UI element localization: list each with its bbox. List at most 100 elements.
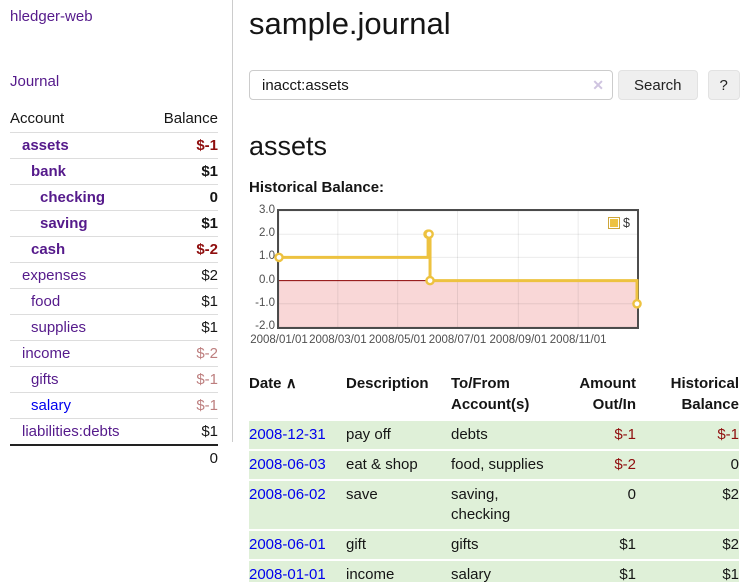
account-balance: $2 (149, 262, 218, 289)
account-link-bank[interactable]: bank (31, 163, 67, 180)
y-axis-tick-label: 3.0 (259, 204, 275, 216)
x-axis-tick-label: 2008/07/01 (428, 334, 487, 346)
chart-y-axis-labels: 3.0 2.0 1.0 0.0 -1.0 -2.0 (249, 204, 275, 332)
x-axis-tick-label: 2008/01/01 (250, 334, 308, 346)
help-button[interactable]: ? (707, 70, 740, 100)
register-header-row: Date ∧ Description To/From Account(s) Am… (249, 371, 739, 420)
y-axis-tick-label: -1.0 (255, 296, 275, 309)
legend-swatch-icon (608, 217, 621, 229)
sort-ascending-icon: ∧ (285, 375, 297, 392)
account-link-saving[interactable]: saving (40, 215, 88, 232)
x-axis-tick-label: 2008/11/01 (549, 334, 607, 346)
account-link-income[interactable]: income (22, 345, 71, 362)
page-title: sample.journal (249, 6, 451, 41)
account-row: cash $-2 (10, 236, 218, 263)
main-content: sample.journal ✕ Search ? assets Histori… (233, 0, 742, 582)
accounts-header-balance: Balance (163, 110, 218, 127)
account-balance: $-2 (149, 236, 218, 263)
register-row: 2008-06-03 eat & shop food, supplies $-2… (249, 449, 739, 480)
transaction-balance: $1 (636, 559, 739, 582)
account-balance: $-1 (149, 392, 218, 419)
app-home-link[interactable]: hledger-web (10, 8, 93, 25)
account-balance: $-2 (149, 340, 218, 367)
transaction-balance: $-1 (636, 419, 739, 450)
accounts-header-account: Account (10, 110, 65, 127)
account-link-assets[interactable]: assets (22, 137, 69, 154)
transaction-date-link[interactable]: 2008-01-01 (249, 566, 326, 582)
transaction-description: save (346, 479, 451, 530)
accounts-header-row: Account Balance (10, 106, 218, 133)
account-balance: $-1 (149, 132, 218, 159)
transaction-amount: $-2 (561, 449, 636, 480)
transaction-amount: $-1 (561, 419, 636, 450)
accounts-total-value: 0 (149, 444, 218, 471)
account-row: food $1 (10, 288, 218, 315)
register-header-date[interactable]: Date ∧ (249, 375, 297, 392)
sidebar-item-journal[interactable]: Journal (10, 73, 60, 90)
x-axis-tick-label: 2008/09/01 (489, 334, 548, 346)
register-row: 2008-12-31 pay off debts $-1 $-1 (249, 419, 739, 450)
chart-x-axis-labels: 2008/01/01 2008/03/01 2008/05/01 2008/07/01… (249, 334, 649, 350)
account-link-salary[interactable]: salary (31, 397, 72, 414)
y-axis-tick-label: 0.0 (259, 273, 275, 286)
y-axis-tick-label: 1.0 (259, 250, 275, 263)
account-row: assets $-1 (10, 132, 218, 159)
x-axis-tick-label: 2008/03/01 (309, 334, 367, 346)
account-row: salary $-1 (10, 392, 218, 419)
account-row: saving $1 (10, 210, 218, 237)
search-form: ✕ Search ? (249, 70, 742, 100)
transaction-account: salary (451, 559, 561, 582)
register-row: 2008-01-01 income salary $1 $1 (249, 559, 739, 582)
register-row: 2008-06-01 gift gifts $1 $2 (249, 529, 739, 560)
y-axis-tick-label: 2.0 (259, 227, 275, 240)
y-axis-tick-label: -2.0 (255, 320, 275, 332)
transaction-date-link[interactable]: 2008-06-02 (249, 486, 326, 503)
transaction-date-link[interactable]: 2008-06-03 (249, 456, 326, 473)
transaction-balance: 0 (636, 449, 739, 480)
chart-canvas (274, 210, 642, 328)
accounts-total-row: 0 (10, 444, 218, 471)
account-link-liabilities-debts[interactable]: liabilities:debts (22, 423, 120, 440)
account-link-supplies[interactable]: supplies (31, 319, 87, 336)
chart-title: Historical Balance: (249, 179, 385, 196)
transaction-description: pay off (346, 419, 451, 450)
legend-label: $ (623, 216, 630, 230)
account-balance: $1 (149, 418, 218, 445)
account-row: expenses $2 (10, 262, 218, 289)
account-link-checking[interactable]: checking (40, 189, 106, 206)
search-button[interactable]: Search (618, 70, 698, 100)
search-input[interactable] (249, 70, 613, 100)
account-row: supplies $1 (10, 314, 218, 341)
account-balance: $1 (149, 210, 218, 237)
chart-plot-area[interactable]: $ (274, 209, 642, 329)
transaction-account: food, supplies (451, 449, 561, 480)
transaction-amount: $1 (561, 529, 636, 560)
accounts-table: Account Balance assets $-1 bank $1 check… (10, 106, 218, 471)
account-row: gifts $-1 (10, 366, 218, 393)
account-row: bank $1 (10, 158, 218, 185)
account-link-food[interactable]: food (31, 293, 61, 310)
sidebar: hledger-web Journal Account Balance asse… (0, 0, 233, 471)
transaction-date-link[interactable]: 2008-06-01 (249, 536, 326, 553)
account-balance: $1 (149, 314, 218, 341)
transaction-description: gift (346, 529, 451, 560)
account-link-gifts[interactable]: gifts (31, 371, 59, 388)
account-balance: $1 (149, 288, 218, 315)
transaction-date-link[interactable]: 2008-12-31 (249, 426, 326, 443)
chart-legend: $ (606, 215, 632, 231)
account-row: checking 0 (10, 184, 218, 211)
clear-search-icon[interactable]: ✕ (592, 77, 604, 93)
register-header-account: To/From Account(s) (451, 375, 530, 413)
historical-balance-chart: 3.0 2.0 1.0 0.0 -1.0 -2.0 $ 2008/01/01 2008/03… (249, 204, 649, 355)
account-row: income $-2 (10, 340, 218, 367)
account-link-expenses[interactable]: expenses (22, 267, 87, 284)
account-heading: assets (249, 131, 328, 161)
transaction-account: gifts (451, 529, 561, 560)
register-header-description: Description (346, 375, 429, 392)
x-axis-tick-label: 2008/05/01 (368, 334, 427, 346)
account-row: liabilities:debts $1 (10, 418, 218, 445)
transaction-account: debts (451, 419, 561, 450)
transaction-amount: $1 (561, 559, 636, 582)
transaction-description: income (346, 559, 451, 582)
account-link-cash[interactable]: cash (31, 241, 66, 258)
